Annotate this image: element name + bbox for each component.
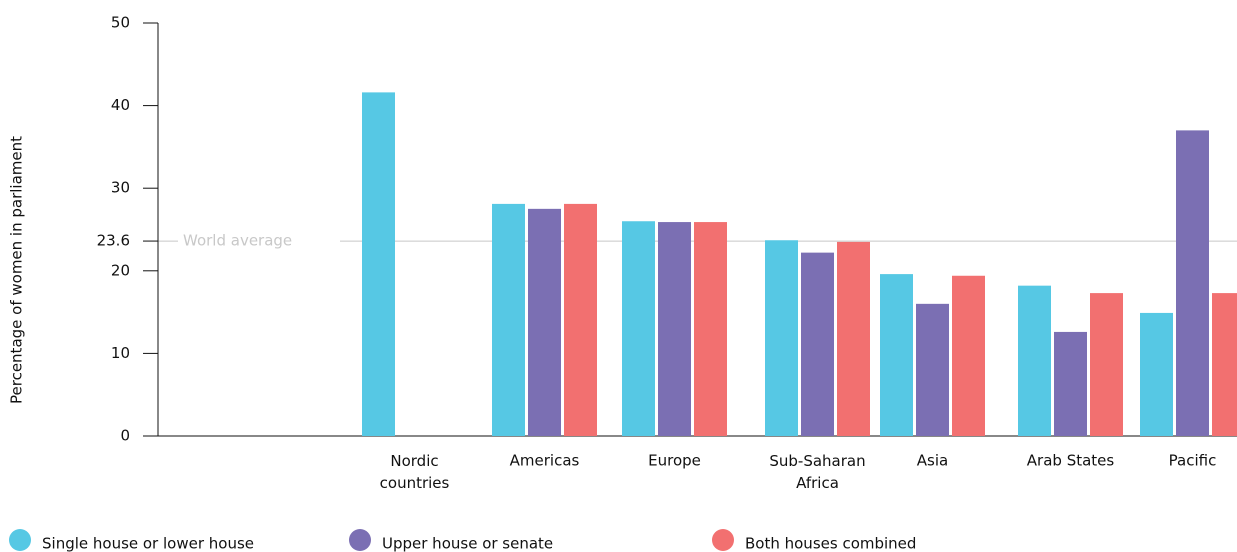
y-tick-label: 40: [111, 96, 130, 114]
bar: [1018, 285, 1051, 436]
bar: [916, 303, 949, 436]
bar: [1054, 331, 1087, 436]
bar: [362, 92, 395, 436]
legend-label: Both houses combined: [745, 535, 916, 552]
bar: [1176, 130, 1209, 436]
bar: [801, 252, 834, 436]
y-tick-label: 23.6: [97, 232, 130, 250]
bar: [658, 222, 691, 436]
legend-marker: [712, 529, 734, 551]
bar: [837, 241, 870, 436]
bar: [694, 222, 727, 436]
y-tick-label: 0: [120, 427, 130, 445]
legend-marker: [9, 529, 31, 551]
x-tick-label: Nordic countries: [380, 452, 450, 492]
bar: [880, 274, 913, 436]
bar: [492, 203, 525, 436]
y-tick-label: 30: [111, 179, 130, 197]
x-tick-label: Asia: [917, 452, 948, 470]
bar: [622, 221, 655, 436]
x-tick-label: Arab States: [1027, 452, 1115, 470]
bar: [765, 240, 798, 436]
y-tick-label: 10: [111, 344, 130, 362]
x-tick-label: Europe: [648, 452, 701, 470]
x-tick-label: Americas: [510, 452, 580, 470]
y-axis-label: Percentage of women in parliament: [8, 136, 26, 404]
bar: [952, 275, 985, 436]
reference-label: World average: [183, 232, 292, 250]
x-tick-label: Pacific: [1169, 452, 1217, 470]
bar: [1090, 293, 1123, 436]
legend-marker: [349, 529, 371, 551]
bar: [1140, 312, 1173, 436]
legend-label: Upper house or senate: [382, 535, 553, 552]
bar: [1212, 293, 1237, 436]
bar: [564, 203, 597, 436]
y-tick-label: 50: [111, 14, 130, 32]
legend-label: Single house or lower house: [42, 535, 254, 552]
bar: [528, 208, 561, 436]
y-tick-label: 20: [111, 261, 130, 279]
x-tick-label: Sub-Saharan Africa: [769, 452, 865, 492]
